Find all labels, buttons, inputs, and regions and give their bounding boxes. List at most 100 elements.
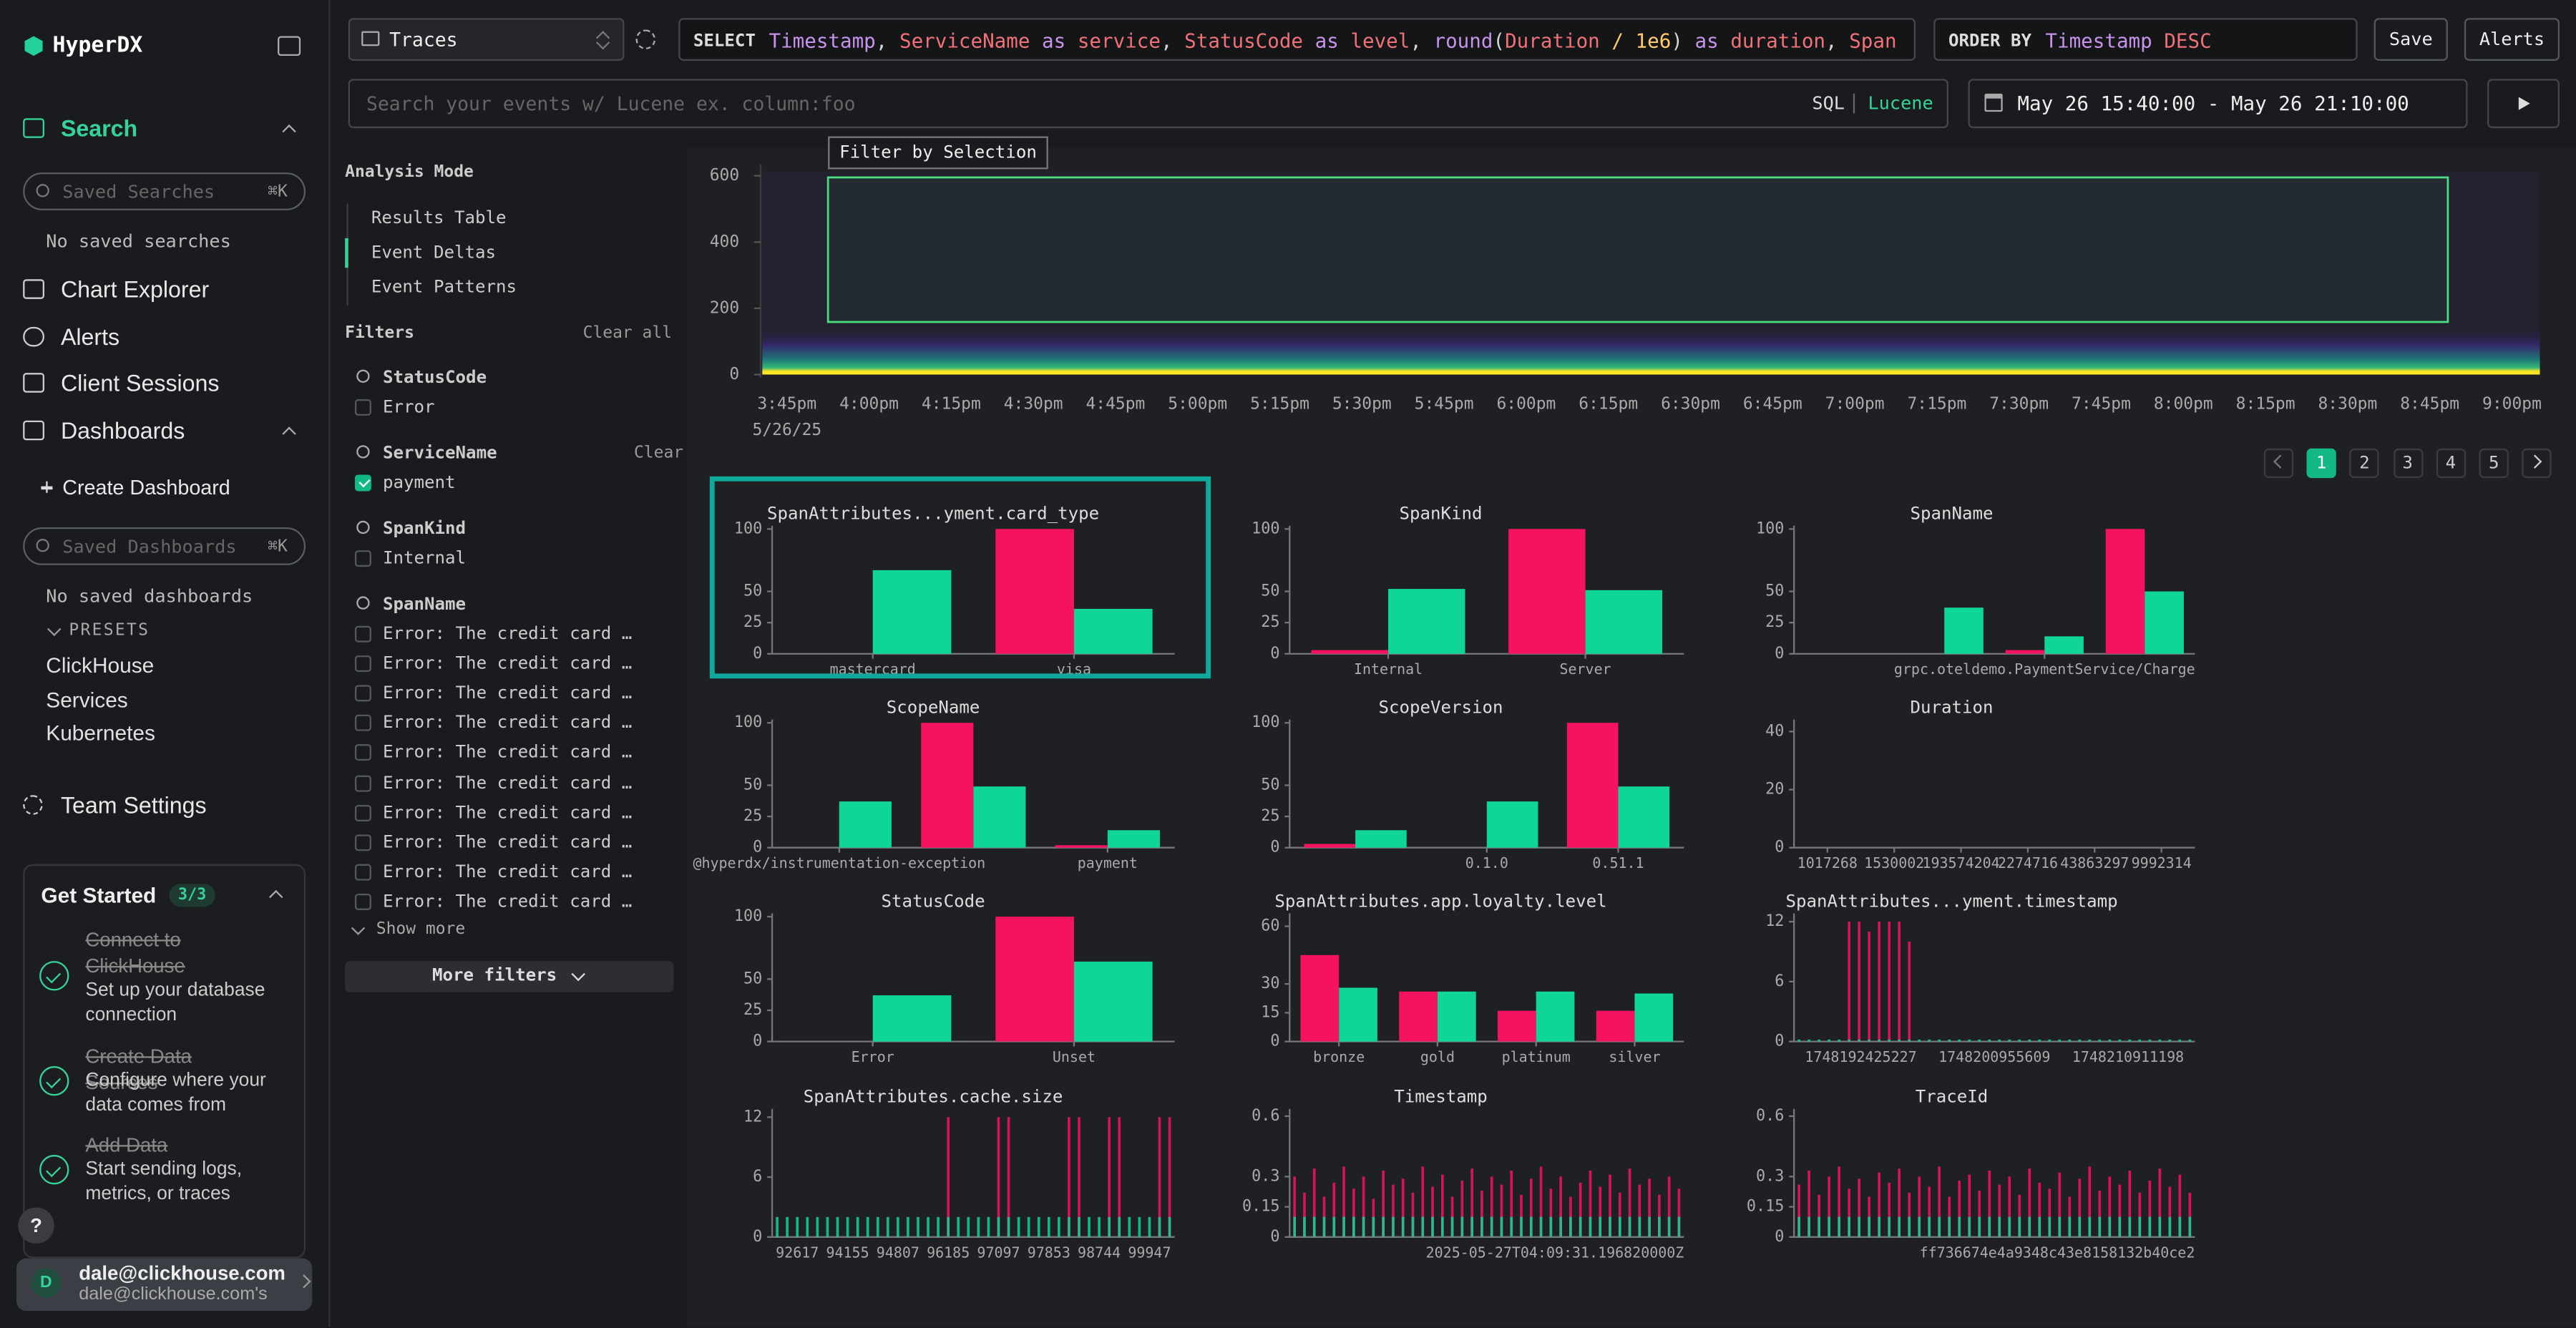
page-button[interactable] xyxy=(2479,448,2509,479)
filter-by-selection[interactable] xyxy=(828,136,1048,170)
filter-option[interactable]: Error: The credit card … xyxy=(382,773,633,793)
user-email: dale@clickhouse.com xyxy=(79,1261,286,1285)
checkbox[interactable] xyxy=(354,774,371,791)
query-mode[interactable]: SQL xyxy=(1812,92,1845,114)
saved-input[interactable] xyxy=(23,172,306,210)
brand: HyperDX xyxy=(52,34,143,59)
filter-option[interactable]: Error: The credit card … xyxy=(382,683,633,704)
x-tick-label: 4:30pm xyxy=(1004,394,1063,413)
filter-option[interactable]: Error: The credit card … xyxy=(382,832,633,852)
checkbox[interactable] xyxy=(354,625,371,643)
preset[interactable]: ClickHouse xyxy=(46,653,155,678)
source-settings[interactable] xyxy=(635,29,656,49)
time-range[interactable] xyxy=(1968,79,2468,129)
checkbox[interactable] xyxy=(354,685,371,702)
analysis-mode[interactable]: Results Table xyxy=(371,208,507,229)
filter-group-name: ServiceName xyxy=(382,443,497,464)
selected-chart-frame[interactable] xyxy=(709,476,1211,679)
section-label: Analysis Mode xyxy=(345,163,474,182)
checkbox[interactable] xyxy=(354,893,371,910)
page-button[interactable] xyxy=(2349,448,2380,479)
y-tick-label: 0 xyxy=(1270,839,1279,856)
source-select[interactable] xyxy=(348,18,625,61)
checkbox[interactable] xyxy=(354,399,371,416)
bar xyxy=(1107,830,1160,848)
filter-option[interactable]: payment xyxy=(382,473,456,493)
checkbox[interactable] xyxy=(354,744,371,761)
page-button[interactable] xyxy=(2436,448,2466,479)
checkbox[interactable] xyxy=(354,864,371,881)
show-more[interactable]: Show more xyxy=(376,920,466,939)
bar xyxy=(995,917,1074,1042)
checkbox[interactable] xyxy=(354,804,371,821)
filter-option[interactable]: Error xyxy=(382,397,435,418)
bar xyxy=(1634,993,1674,1042)
save-button[interactable] xyxy=(2373,18,2448,61)
search-input[interactable] xyxy=(348,79,1948,129)
y-tick-label: 50 xyxy=(1261,582,1279,600)
y-tick-label: 0 xyxy=(1270,1032,1279,1050)
y-tick-label: 25 xyxy=(1261,807,1279,825)
analysis-mode[interactable]: Event Patterns xyxy=(371,278,517,298)
nav-item[interactable]: Dashboards xyxy=(60,417,185,444)
filter-option[interactable]: Error: The credit card … xyxy=(382,892,633,912)
checkbox[interactable] xyxy=(354,474,371,492)
page-prev[interactable] xyxy=(2263,448,2294,479)
order-input[interactable]: ORDER BY Timestamp DESC xyxy=(1933,18,2358,61)
checkbox[interactable] xyxy=(354,715,371,732)
page-next[interactable] xyxy=(2522,448,2552,479)
preset[interactable]: Kubernetes xyxy=(46,720,155,746)
filter-option[interactable]: Error: The credit card … xyxy=(382,743,633,763)
filter-option[interactable]: Error: The credit card … xyxy=(382,713,633,733)
nav-search[interactable]: Search xyxy=(60,114,138,142)
filter-option[interactable]: Error: The credit card … xyxy=(382,861,633,882)
analysis-mode[interactable]: Event Deltas xyxy=(371,243,497,263)
page-number: 1 xyxy=(2316,453,2327,474)
create-dashboard[interactable]: Create Dashboard xyxy=(62,476,230,499)
x-tick-label: bronze xyxy=(1313,1048,1365,1065)
bar xyxy=(1508,529,1586,654)
more-filters-button[interactable] xyxy=(345,961,674,992)
filter-option[interactable]: Error: The credit card … xyxy=(382,653,633,674)
preset[interactable]: Services xyxy=(46,687,128,713)
nav-item[interactable]: Client Sessions xyxy=(60,369,220,396)
y-tick-label: 25 xyxy=(743,613,762,631)
y-tick-label: 50 xyxy=(1765,582,1784,600)
clear-all[interactable]: Clear all xyxy=(582,324,673,343)
y-tick-label: 40 xyxy=(1765,722,1784,740)
avatar xyxy=(31,1268,61,1298)
y-tick-label: 0.15 xyxy=(1747,1198,1785,1216)
filter-option[interactable]: Error: The credit card … xyxy=(382,624,633,645)
checkbox[interactable] xyxy=(354,550,371,567)
nav-item[interactable]: Chart Explorer xyxy=(60,275,210,303)
filter-group-name: StatusCode xyxy=(382,368,487,388)
token: ServiceName xyxy=(899,29,1030,53)
filter-option[interactable]: Internal xyxy=(382,548,467,569)
y-tick-label: 6 xyxy=(753,1168,762,1186)
alerts-button[interactable] xyxy=(2464,18,2560,61)
nav-icon xyxy=(23,326,44,347)
page-button[interactable] xyxy=(2393,448,2423,479)
checkbox[interactable] xyxy=(354,834,371,851)
x-tick-label: 94155 xyxy=(826,1244,869,1261)
bar xyxy=(1486,801,1538,848)
help-button[interactable] xyxy=(18,1207,54,1244)
checkbox[interactable] xyxy=(354,655,371,673)
select-input[interactable]: SELECT Timestamp, ServiceName as service,… xyxy=(678,18,1916,61)
y-tick-label: 0 xyxy=(1775,1228,1784,1246)
user-menu[interactable] xyxy=(16,1258,313,1312)
y-tick-label: 25 xyxy=(743,1001,762,1019)
filter-option[interactable]: Error: The credit card … xyxy=(382,802,633,823)
chart-title: Timestamp xyxy=(1394,1087,1488,1107)
filter-clear[interactable]: Clear xyxy=(633,444,684,463)
query-mode[interactable]: Lucene xyxy=(1868,92,1933,114)
nav-item[interactable]: Alerts xyxy=(60,323,120,351)
filter-group-name: SpanName xyxy=(382,595,467,615)
nav-item[interactable]: Team Settings xyxy=(60,791,207,819)
help-label: ? xyxy=(30,1214,42,1237)
page-button[interactable] xyxy=(2306,448,2336,479)
sidebar-toggle[interactable] xyxy=(278,36,301,57)
expression: Timestamp, ServiceName as service, Statu… xyxy=(769,29,1896,52)
bar xyxy=(1311,650,1389,654)
saved-input[interactable] xyxy=(23,527,306,565)
